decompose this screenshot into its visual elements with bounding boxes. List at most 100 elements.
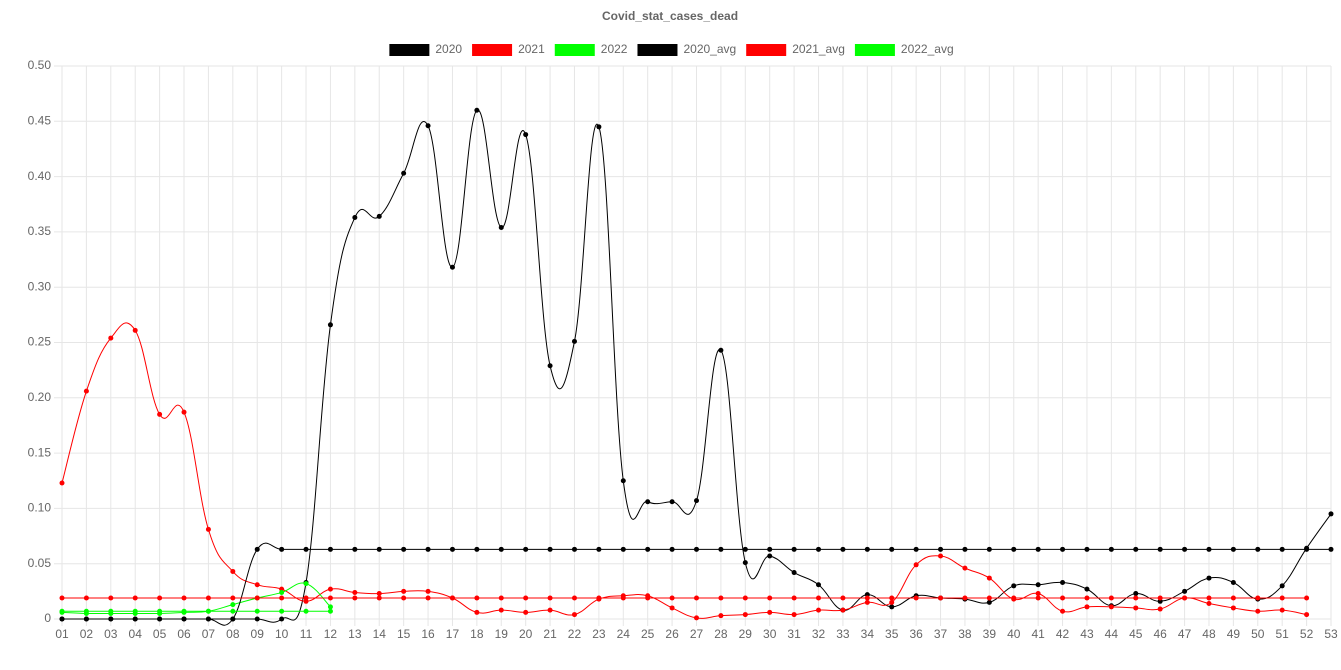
x-tick-label: 50: [1251, 627, 1265, 641]
data-point: [1084, 595, 1090, 601]
data-point: [327, 586, 333, 592]
data-point: [474, 595, 480, 601]
data-point: [1279, 595, 1285, 601]
x-tick-label: 21: [543, 627, 557, 641]
data-point: [986, 546, 992, 552]
x-tick-label: 31: [787, 627, 801, 641]
x-tick-label: 02: [80, 627, 94, 641]
data-point: [157, 608, 163, 614]
x-tick-label: 01: [55, 627, 69, 641]
data-point: [986, 595, 992, 601]
x-tick-label: 20: [519, 627, 533, 641]
data-point: [1084, 586, 1090, 592]
x-tick-label: 47: [1178, 627, 1192, 641]
data-point: [59, 595, 65, 601]
x-tick-label: 49: [1227, 627, 1241, 641]
data-point: [254, 546, 260, 552]
data-point: [279, 546, 285, 552]
data-point: [596, 124, 602, 130]
data-point: [498, 595, 504, 601]
legend-swatch: [854, 44, 895, 56]
x-tick-label: 48: [1202, 627, 1216, 641]
data-point: [1108, 595, 1114, 601]
data-point: [1182, 546, 1188, 552]
data-point: [254, 616, 260, 622]
data-point: [1206, 601, 1212, 607]
legend-item: 2021_avg: [746, 42, 845, 56]
data-point: [327, 322, 333, 328]
data-point: [596, 546, 602, 552]
data-point: [1108, 604, 1114, 610]
data-point: [1035, 546, 1041, 552]
data-point: [1206, 575, 1212, 581]
data-point: [303, 595, 309, 601]
data-point: [547, 546, 553, 552]
legend-item: 2021: [472, 42, 545, 56]
data-point: [889, 546, 895, 552]
data-point: [1157, 546, 1163, 552]
data-point: [425, 123, 431, 129]
data-point: [1060, 546, 1066, 552]
x-tick-label: 19: [495, 627, 509, 641]
y-tick-label: 0.25: [28, 335, 52, 349]
data-point: [425, 546, 431, 552]
data-point: [205, 595, 211, 601]
x-tick-label: 10: [275, 627, 289, 641]
data-point: [1011, 546, 1017, 552]
data-point: [523, 132, 529, 138]
data-point: [498, 224, 504, 230]
data-point: [816, 546, 822, 552]
data-point: [816, 607, 822, 613]
x-tick-label: 24: [617, 627, 631, 641]
data-point: [303, 581, 309, 587]
data-point: [791, 595, 797, 601]
data-point: [132, 616, 138, 622]
data-point: [571, 338, 577, 344]
data-point: [938, 595, 944, 601]
data-point: [132, 595, 138, 601]
x-tick-label: 14: [373, 627, 387, 641]
data-point: [913, 546, 919, 552]
data-point: [864, 599, 870, 605]
x-tick-label: 29: [739, 627, 753, 641]
data-point: [376, 595, 382, 601]
data-point: [83, 608, 89, 614]
x-tick-label: 18: [470, 627, 484, 641]
data-point: [840, 546, 846, 552]
data-point: [1035, 591, 1041, 597]
x-tick-label: 09: [251, 627, 265, 641]
y-tick-label: 0.40: [28, 169, 52, 183]
x-tick-label: 30: [763, 627, 777, 641]
data-point: [1255, 608, 1261, 614]
y-tick-label: 0.30: [28, 279, 52, 293]
data-point: [474, 609, 480, 615]
data-point: [767, 546, 773, 552]
data-point: [157, 616, 163, 622]
x-tick-label: 16: [421, 627, 435, 641]
data-point: [401, 170, 407, 176]
data-point: [181, 616, 187, 622]
data-point: [840, 607, 846, 613]
data-point: [1035, 582, 1041, 588]
data-point: [181, 409, 187, 415]
data-point: [962, 595, 968, 601]
x-tick-label: 51: [1276, 627, 1290, 641]
data-point: [1304, 595, 1310, 601]
data-point: [132, 327, 138, 333]
x-tick-label: 43: [1080, 627, 1094, 641]
data-point: [1133, 605, 1139, 611]
data-point: [376, 546, 382, 552]
x-tick-label: 33: [836, 627, 850, 641]
data-point: [1060, 608, 1066, 614]
data-point: [571, 595, 577, 601]
data-point: [669, 595, 675, 601]
x-tick-label: 11: [300, 627, 313, 641]
data-point: [230, 595, 236, 601]
data-point: [1157, 595, 1163, 601]
data-point: [59, 480, 65, 486]
legend-label: 2020: [435, 42, 462, 56]
data-point: [1255, 595, 1261, 601]
data-point: [352, 595, 358, 601]
x-tick-label: 06: [177, 627, 191, 641]
